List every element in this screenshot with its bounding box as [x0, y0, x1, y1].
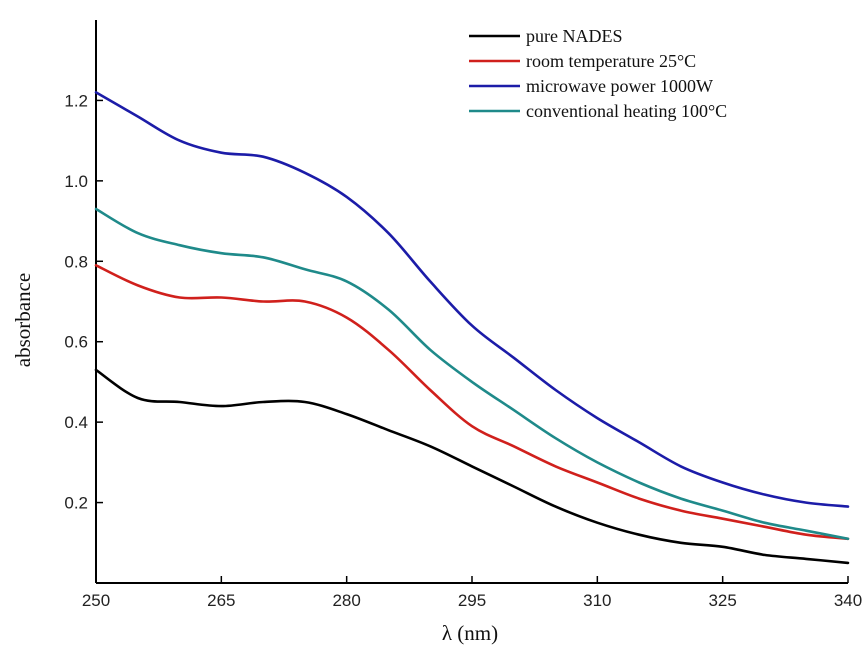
series-line-3	[94, 91, 850, 508]
x-axis-title: λ (nm)	[442, 621, 498, 645]
x-tick-label: 295	[458, 591, 486, 610]
x-tick-label: 265	[207, 591, 235, 610]
y-tick-label: 1.0	[64, 172, 88, 191]
x-tick-label: 340	[834, 591, 862, 610]
series-line-2	[94, 264, 850, 541]
x-ticks: 250 265 280 295 310 325 340	[82, 576, 862, 610]
y-tick-label: 0.4	[64, 413, 88, 432]
legend-label: conventional heating 100°C	[526, 101, 727, 121]
series-line-4	[94, 207, 850, 541]
y-tick-label: 0.8	[64, 252, 88, 271]
y-axis-title: absorbance	[11, 273, 35, 367]
y-tick-label: 0.2	[64, 494, 88, 513]
x-tick-label: 250	[82, 591, 110, 610]
y-tick-label: 1.2	[64, 91, 88, 110]
legend-label: room temperature 25°C	[526, 51, 696, 71]
series-line-1	[94, 368, 850, 565]
legend: pure NADES room temperature 25°C microwave…	[469, 26, 727, 121]
y-tick-label: 0.6	[64, 333, 88, 352]
legend-label: microwave power 1000W	[526, 76, 713, 96]
legend-label: pure NADES	[526, 26, 623, 46]
x-tick-label: 325	[708, 591, 736, 610]
x-tick-label: 280	[332, 591, 360, 610]
axes	[95, 20, 848, 584]
x-tick-label: 310	[583, 591, 611, 610]
y-ticks: 0.2 0.4 0.6 0.8 1.0 1.2	[64, 91, 103, 513]
series-lines	[94, 91, 850, 565]
